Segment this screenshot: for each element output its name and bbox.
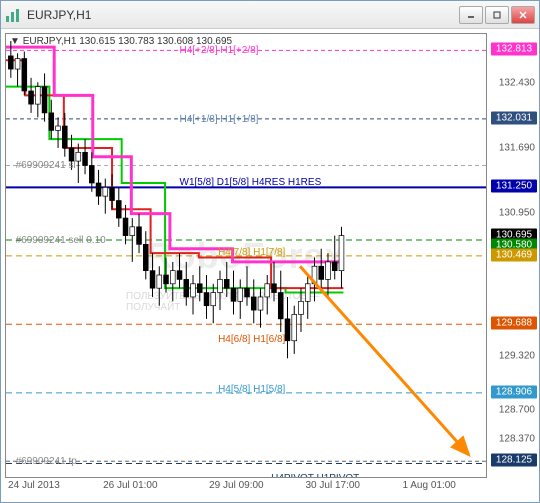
x-tick: 29 Jul 09:00 xyxy=(209,480,264,491)
y-tick: 129.320 xyxy=(489,350,535,361)
level-label: #69909241 sell 0.10 xyxy=(16,235,106,246)
price-label: 132.031 xyxy=(491,111,537,124)
y-tick: 128.700 xyxy=(489,404,535,415)
x-tick: 30 Jul 17:00 xyxy=(306,480,361,491)
window-title: EURJPY,H1 xyxy=(27,8,459,22)
maximize-button[interactable] xyxy=(485,6,509,24)
x-tick: 26 Jul 01:00 xyxy=(103,480,158,491)
chart-area: RoboForex ПОЛЬЗУЙТЕСЬ УСЛУГАМИ РОБОТОВ —… xyxy=(1,29,539,502)
price-label: 132.813 xyxy=(491,43,537,56)
y-tick: 128.370 xyxy=(489,433,535,444)
level-label: #69909241 tp xyxy=(16,456,77,467)
plot-area[interactable]: RoboForex ПОЛЬЗУЙТЕСЬ УСЛУГАМИ РОБОТОВ —… xyxy=(5,33,487,478)
minimize-button[interactable] xyxy=(459,6,483,24)
chart-icon xyxy=(5,7,21,23)
titlebar[interactable]: EURJPY,H1 xyxy=(1,1,539,29)
y-axis: 132.430132.030131.690130.950129.320128.7… xyxy=(489,33,537,478)
price-label: 130.469 xyxy=(491,248,537,261)
window-buttons xyxy=(459,6,535,24)
level-label: H4[+1/8] H1[+1/8] xyxy=(180,114,259,125)
level-label: #69909241 sl xyxy=(16,160,76,171)
y-tick: 132.430 xyxy=(489,77,535,88)
level-label: H4[5/8] H1[5/8] xyxy=(218,384,285,395)
watermark-subtitle: ПОЛЬЗУЙТЕСЬ УСЛУГАМИ РОБОТОВ — ПОЛУЧАЙТ xyxy=(126,291,366,313)
x-axis: 24 Jul 2013 26 Jul 01:00 29 Jul 09:00 30 Ju… xyxy=(5,480,487,500)
chart-window: EURJPY,H1 RoboForex ПОЛЬЗУЙТЕСЬ УСЛУГАМИ… xyxy=(0,0,540,503)
level-label: W1[5/8] D1[5/8] H4RES H1RES xyxy=(180,177,322,188)
price-label: 131.250 xyxy=(491,180,537,193)
close-button[interactable] xyxy=(511,6,535,24)
level-label: H4[+2/8] H1[+2/8] xyxy=(180,45,259,56)
y-tick: 131.690 xyxy=(489,142,535,153)
level-label: H4[6/8] H1[6/8] xyxy=(218,334,285,345)
y-tick: 130.950 xyxy=(489,207,535,218)
x-tick: 1 Aug 01:00 xyxy=(402,480,455,491)
price-label: 128.125 xyxy=(491,454,537,467)
level-label: H4PIVOT H1PIVOT xyxy=(271,473,359,478)
price-label: 129.688 xyxy=(491,317,537,330)
price-label: 128.906 xyxy=(491,385,537,398)
x-tick: 24 Jul 2013 xyxy=(8,480,60,491)
level-label: H4[7/8] H1[7/8] xyxy=(218,247,285,258)
